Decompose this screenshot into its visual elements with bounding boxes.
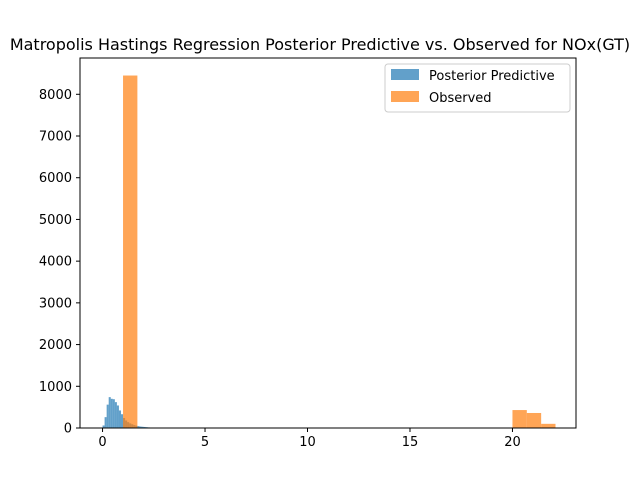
x-tick-label: 0 (98, 435, 106, 450)
bar-posterior-predictive-18 (139, 426, 142, 428)
y-tick-label: 8000 (39, 88, 72, 103)
bar-posterior-predictive-9 (120, 414, 124, 428)
axes-frame (79, 57, 577, 429)
y-tick-label: 5000 (39, 213, 72, 228)
x-tick-label: 5 (201, 435, 209, 450)
legend: Posterior Predictive Observed (384, 63, 571, 113)
bar-observed-3 (541, 423, 556, 428)
x-tick-label: 10 (299, 435, 316, 450)
y-tick-label: 0 (64, 422, 72, 437)
legend-swatch-observed (391, 91, 419, 102)
y-axis: 0 1000 2000 3000 4000 5000 6000 7000 8000 (39, 88, 80, 437)
bar-observed-2 (526, 412, 542, 428)
legend-swatch-posterior-predictive (391, 69, 419, 80)
x-tick-label: 20 (504, 435, 521, 450)
bar-posterior-predictive-0 (102, 425, 105, 428)
y-tick-label: 3000 (39, 296, 72, 311)
legend-label-observed: Observed (429, 91, 492, 106)
y-tick-label: 7000 (39, 130, 72, 145)
bar-observed-1 (512, 410, 527, 428)
y-tick-label: 2000 (39, 338, 72, 353)
y-tick-label: 6000 (39, 171, 72, 186)
bar-observed-0 (123, 75, 138, 429)
bar-posterior-predictive-6 (114, 402, 117, 428)
bar-posterior-predictive-7 (116, 405, 119, 428)
y-tick-label: 1000 (39, 380, 72, 395)
bar-posterior-predictive-2 (106, 404, 109, 428)
axes (79, 57, 577, 429)
bar-posterior-predictive-17 (137, 426, 140, 428)
x-axis: 0 5 10 15 20 (98, 428, 521, 450)
bar-posterior-predictive-3 (108, 397, 111, 428)
y-tick-label: 4000 (39, 255, 72, 270)
bar-posterior-predictive-8 (118, 410, 121, 428)
chart-title: Matropolis Hastings Regression Posterior… (10, 35, 630, 54)
bar-posterior-predictive-19 (141, 426, 144, 428)
legend-label-posterior-predictive: Posterior Predictive (429, 69, 555, 84)
bar-posterior-predictive-5 (112, 399, 115, 428)
x-tick-label: 15 (402, 435, 419, 450)
bar-posterior-predictive-1 (104, 417, 107, 428)
plot-area (102, 75, 556, 429)
bar-posterior-predictive-4 (110, 398, 113, 428)
bar-posterior-predictive-20 (143, 426, 146, 428)
legend-frame (384, 63, 571, 113)
